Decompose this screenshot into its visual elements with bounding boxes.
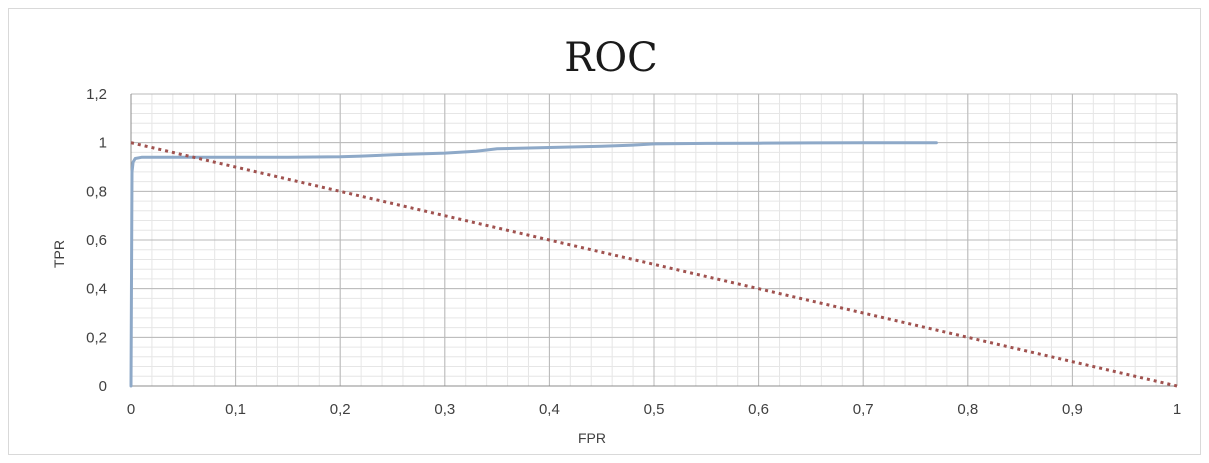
x-tick-label: 0: [127, 401, 135, 418]
y-tick-label: 0,6: [86, 232, 107, 249]
y-tick-label: 1,2: [86, 86, 107, 103]
series-layer: [129, 141, 1178, 388]
x-tick-label: 0,8: [957, 401, 978, 418]
y-tick-label: 0,4: [86, 281, 107, 298]
x-tick-label: 0,4: [539, 401, 560, 418]
x-tick-label: 1: [1173, 401, 1181, 418]
x-axis-label: FPR: [578, 430, 606, 446]
y-tick-label: 0,8: [86, 183, 107, 200]
chart-title: ROC: [564, 35, 658, 81]
x-tick-label: 0,7: [853, 401, 874, 418]
x-tick-label: 0,2: [330, 401, 351, 418]
y-tick-label: 1: [99, 135, 107, 152]
roc-chart: ROC 0 0,2 0,4 0,6 0,8 1 1,2 0 0,1 0,2 0,3 0,4 0,5 0,…: [51, 35, 1181, 446]
x-tick-label: 0,6: [748, 401, 769, 418]
x-tick-label: 0,9: [1062, 401, 1083, 418]
x-tick-labels: 0 0,1 0,2 0,3 0,4 0,5 0,6 0,7 0,8 0,9 1: [127, 401, 1181, 418]
x-tick-label: 0,5: [644, 401, 665, 418]
chart-frame: ROC 0 0,2 0,4 0,6 0,8 1 1,2 0 0,1 0,2 0,3 0,4 0,5 0,…: [8, 8, 1201, 455]
y-tick-label: 0,2: [86, 329, 107, 346]
x-tick-label: 0,3: [434, 401, 455, 418]
y-tick-labels: 0 0,2 0,4 0,6 0,8 1 1,2: [86, 86, 107, 395]
major-gridlines: [130, 93, 1178, 387]
y-axis-label: TPR: [51, 240, 67, 268]
x-tick-label: 0,1: [225, 401, 246, 418]
y-tick-label: 0: [99, 378, 107, 395]
roc-curve-line: [129, 141, 938, 388]
